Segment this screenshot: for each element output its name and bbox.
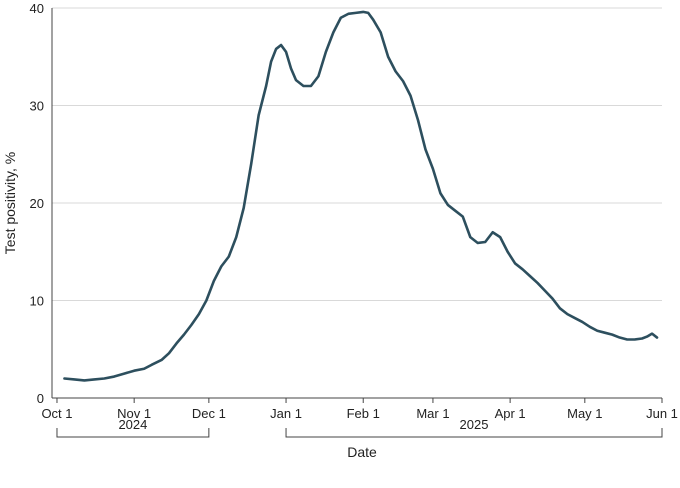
x-tick-label: Feb 1 [347,406,380,421]
x-axis-title: Date [347,444,377,460]
x-tick-label: Dec 1 [192,406,226,421]
year-bracket [285,428,663,438]
y-tick-label: 40 [30,1,44,16]
y-tick-label: 10 [30,294,44,309]
y-tick-label: 0 [37,391,44,406]
year-brackets: 2024 2025 [56,417,663,438]
x-tick-label: May 1 [567,406,602,421]
series-line [63,10,659,382]
x-tick-label: Apr 1 [495,406,526,421]
x-tick-label: Jun 1 [646,406,678,421]
y-tick-label: 20 [30,196,44,211]
y-tick-label: 30 [30,99,44,114]
y-tick-labels: 0 10 20 30 40 [30,1,44,406]
y-axis-title: Test positivity, % [2,152,18,254]
x-tick-label: Oct 1 [41,406,72,421]
series-group [63,10,659,382]
year-label: 2025 [460,417,489,432]
y-gridlines [52,7,662,301]
x-tick-label: Jan 1 [270,406,302,421]
year-bracket [56,428,210,438]
x-tick-label: Nov 1 [117,406,151,421]
x-tick-label: Mar 1 [416,406,449,421]
x-tick-marks: Oct 1 Nov 1 Dec 1 Jan 1 Feb 1 Mar 1 Apr 1 May 1… [41,398,678,421]
year-label: 2024 [118,417,147,432]
